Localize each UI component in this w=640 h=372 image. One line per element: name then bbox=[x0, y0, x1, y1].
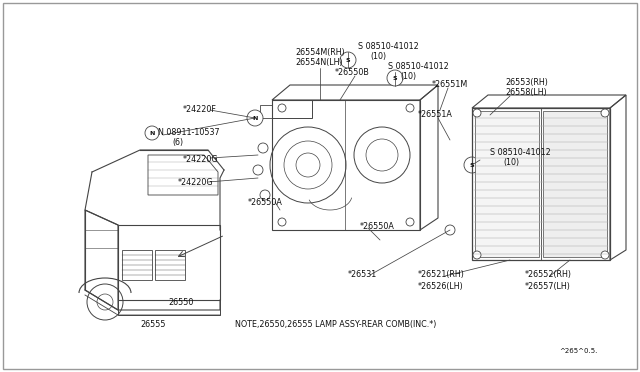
Text: S 08510-41012: S 08510-41012 bbox=[490, 148, 551, 157]
Circle shape bbox=[406, 218, 414, 226]
Circle shape bbox=[473, 251, 481, 259]
Text: 26550: 26550 bbox=[168, 298, 193, 307]
Text: N: N bbox=[149, 131, 155, 135]
Text: 26554M(RH): 26554M(RH) bbox=[295, 48, 345, 57]
Circle shape bbox=[278, 104, 286, 112]
Circle shape bbox=[247, 110, 263, 126]
Text: *26551A: *26551A bbox=[418, 110, 453, 119]
Text: (10): (10) bbox=[400, 72, 416, 81]
Circle shape bbox=[258, 143, 268, 153]
Circle shape bbox=[387, 70, 403, 86]
Text: *24220G: *24220G bbox=[178, 178, 214, 187]
Text: *26557(LH): *26557(LH) bbox=[525, 282, 571, 291]
Text: *26550A: *26550A bbox=[360, 222, 395, 231]
Text: ^265^0.5.: ^265^0.5. bbox=[559, 348, 598, 354]
Circle shape bbox=[278, 218, 286, 226]
Circle shape bbox=[445, 225, 455, 235]
Circle shape bbox=[473, 109, 481, 117]
Text: *26531: *26531 bbox=[348, 270, 377, 279]
Text: *26552(RH): *26552(RH) bbox=[525, 270, 572, 279]
Text: 26555: 26555 bbox=[140, 320, 166, 329]
Circle shape bbox=[340, 52, 356, 68]
Circle shape bbox=[253, 165, 263, 175]
Text: *26526(LH): *26526(LH) bbox=[418, 282, 464, 291]
Polygon shape bbox=[475, 111, 539, 257]
Circle shape bbox=[601, 109, 609, 117]
Text: *26551M: *26551M bbox=[432, 80, 468, 89]
Text: *24220F: *24220F bbox=[183, 105, 217, 114]
Circle shape bbox=[145, 126, 159, 140]
Text: S: S bbox=[346, 58, 350, 62]
Text: (10): (10) bbox=[370, 52, 386, 61]
Circle shape bbox=[601, 251, 609, 259]
Text: S 08510-41012: S 08510-41012 bbox=[388, 62, 449, 71]
Text: 26553(RH): 26553(RH) bbox=[505, 78, 548, 87]
Text: 26558(LH): 26558(LH) bbox=[505, 88, 547, 97]
Text: NOTE,26550,26555 LAMP ASSY-REAR COMB(INC.*): NOTE,26550,26555 LAMP ASSY-REAR COMB(INC… bbox=[235, 320, 436, 329]
Text: *26550A: *26550A bbox=[248, 198, 283, 207]
Text: *26550B: *26550B bbox=[335, 68, 370, 77]
Circle shape bbox=[260, 190, 270, 200]
Text: N 08911-10537: N 08911-10537 bbox=[158, 128, 220, 137]
Text: S: S bbox=[470, 163, 474, 167]
Text: *24220G: *24220G bbox=[183, 155, 219, 164]
Text: 26554N(LH): 26554N(LH) bbox=[295, 58, 342, 67]
Text: (6): (6) bbox=[172, 138, 183, 147]
Text: (10): (10) bbox=[503, 158, 519, 167]
Circle shape bbox=[406, 104, 414, 112]
Circle shape bbox=[464, 157, 480, 173]
Text: *26521(RH): *26521(RH) bbox=[418, 270, 465, 279]
Text: N: N bbox=[252, 115, 258, 121]
Polygon shape bbox=[543, 111, 607, 257]
Text: S: S bbox=[393, 76, 397, 80]
Text: S 08510-41012: S 08510-41012 bbox=[358, 42, 419, 51]
